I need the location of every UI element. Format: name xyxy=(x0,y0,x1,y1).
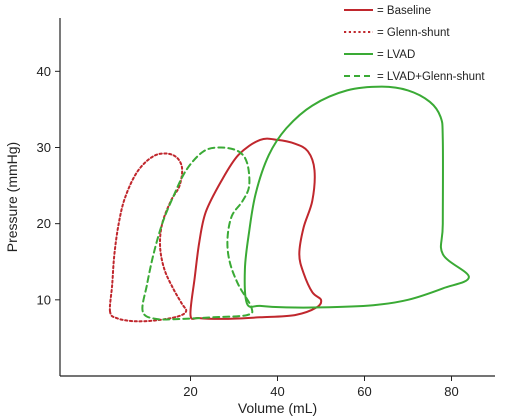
pv-loop-glenn-shunt xyxy=(108,152,188,323)
x-tick-label: 20 xyxy=(183,384,197,399)
x-tick-label: 80 xyxy=(444,384,458,399)
pv-loop-lvad xyxy=(243,85,470,309)
y-axis-title: Pressure (mmHg) xyxy=(4,142,20,252)
x-tick-label: 60 xyxy=(357,384,371,399)
x-tick-label: 40 xyxy=(270,384,284,399)
x-axis-title: Volume (mL) xyxy=(238,400,317,416)
y-tick-label: 10 xyxy=(37,292,51,307)
axes: 20 40 60 80 10 20 30 40 xyxy=(37,18,495,399)
y-tick-label: 20 xyxy=(37,216,51,231)
pv-loop-lvad-glenn-shunt xyxy=(141,146,254,321)
pv-loops xyxy=(108,85,470,323)
y-tick-label: 40 xyxy=(37,64,51,79)
legend-label: = LVAD+Glenn-shunt xyxy=(377,71,485,83)
pv-loop-baseline xyxy=(189,137,323,320)
y-tick-label: 30 xyxy=(37,140,51,155)
legend: = Baseline = Glenn-shunt = LVAD = LVAD+Glen… xyxy=(344,5,485,83)
legend-label: = LVAD xyxy=(377,49,415,61)
legend-label: = Baseline xyxy=(377,5,431,17)
legend-label: = Glenn-shunt xyxy=(377,27,450,39)
